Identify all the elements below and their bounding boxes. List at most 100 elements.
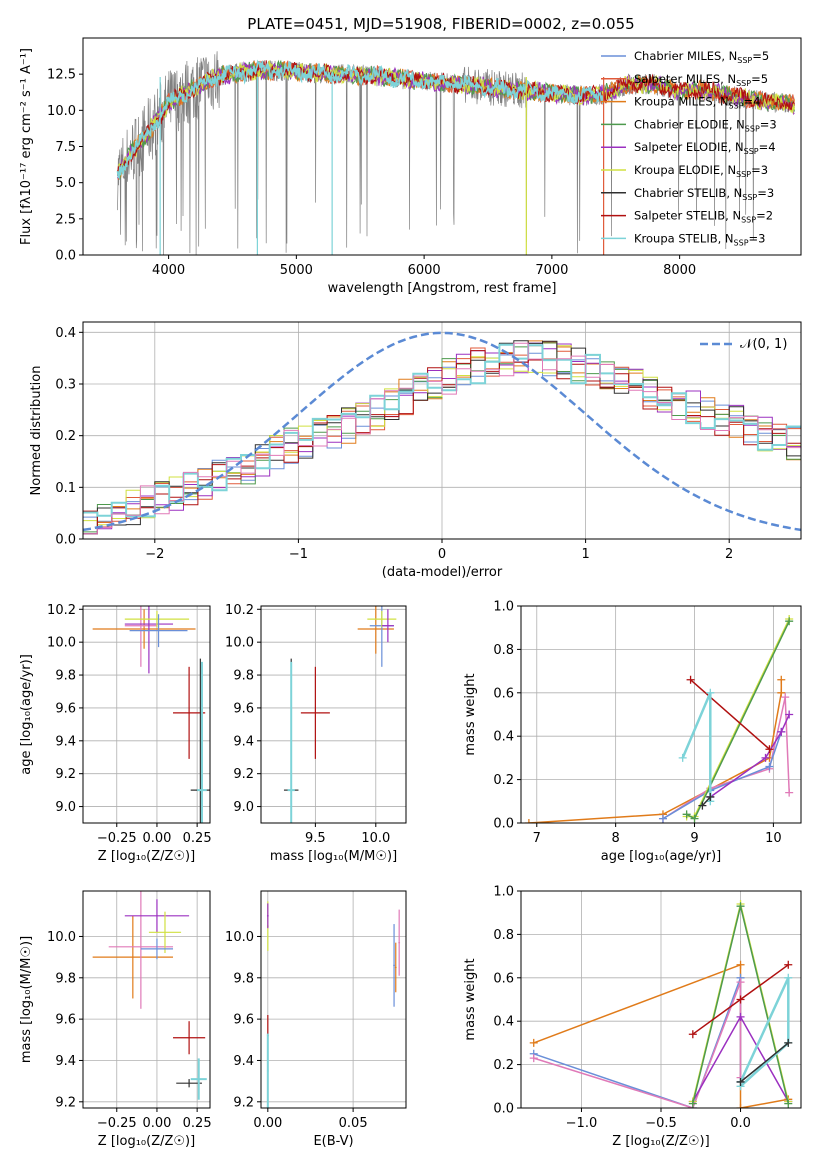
weight-line-chabrier_stelib (701, 796, 711, 807)
weight-marker (706, 688, 715, 697)
y-tick-label: 1.0 (493, 885, 514, 900)
weight-marker (765, 762, 774, 771)
age-vs-mass-panel: 9.5 10.0 9.0 9.2 9.4 9.6 9.8 10.0 10.2 mass [log₁… (225, 603, 407, 864)
x-tick-label: 0.25 (183, 831, 212, 846)
x-tick-label: 0.00 (253, 1116, 282, 1131)
y-tick-label: 10.0 (47, 104, 76, 119)
weight-line-kroupa_miles (528, 679, 783, 823)
x-tick-label: 0 (438, 547, 446, 562)
x-tick-label: 6000 (408, 263, 441, 278)
y-tick-label: 0.1 (55, 481, 76, 496)
weight-marker (736, 995, 745, 1004)
mass-vs-ebv-panel: 0.00 0.05 9.2 9.4 9.6 9.8 10.0 E(B-V) (225, 890, 407, 1149)
y-tick-label: 9.0 (55, 800, 76, 815)
weight-marker (784, 973, 793, 982)
y-tick-label: 0.8 (493, 643, 514, 658)
x-tick-label: 7000 (535, 263, 568, 278)
x-tick-label: 2 (725, 547, 733, 562)
x-axis-label: E(B-V) (313, 1134, 353, 1149)
model-spectrum-kroupa_stelib (116, 59, 604, 180)
y-tick-label: 0.6 (493, 971, 514, 986)
weight-marker (690, 814, 699, 823)
y-tick-label: 9.2 (233, 1095, 254, 1110)
x-tick-label: 10 (765, 831, 782, 846)
weight-marker (785, 788, 794, 797)
plot-frame (520, 890, 802, 1109)
weight-marker (688, 1099, 697, 1108)
y-tick-label: 0.4 (493, 730, 514, 745)
y-tick-label: 9.4 (55, 1054, 76, 1069)
weight-marker (736, 902, 745, 911)
weight-marker (784, 1038, 793, 1047)
weight-marker (736, 1104, 745, 1108)
weight-marker (529, 1038, 538, 1047)
y-tick-label: 5.0 (55, 176, 76, 191)
y-axis-label: Flux [fλ10⁻¹⁷ erg cm⁻² s⁻¹ A⁻¹] (19, 48, 34, 245)
y-tick-label: 0.8 (493, 928, 514, 943)
y-tick-label: 10.0 (47, 930, 76, 945)
normal-distribution-line (83, 331, 801, 532)
x-tick-label: 8 (612, 831, 620, 846)
y-axis-label: mass [log₁₀(M/M☉)] (19, 936, 34, 1063)
legend-subscript: SSP (736, 79, 751, 88)
spectrum-lines (116, 51, 795, 255)
legend-label: Chabrier MILES, NSSP=5 (634, 49, 769, 65)
weight-marker (777, 688, 786, 697)
x-tick-label: 0.00 (142, 1116, 171, 1131)
y-tick-label: 0.3 (55, 378, 76, 393)
legend-subscript: SSP (741, 216, 756, 225)
weight-marker (761, 753, 770, 762)
x-tick-label: 0.0 (730, 1116, 751, 1131)
x-axis-label: Z [log₁₀(Z/Z☉)] (98, 849, 195, 864)
y-tick-label: 10.2 (47, 603, 76, 618)
x-tick-label: 9 (690, 831, 698, 846)
y-tick-label: 2.5 (55, 212, 76, 227)
error-bars (283, 606, 397, 823)
y-tick-label: 9.6 (233, 701, 254, 716)
y-tick-label: 9.0 (233, 800, 254, 815)
legend-label: Chabrier STELIB, NSSP=3 (634, 186, 774, 202)
y-tick-label: 9.4 (233, 1054, 254, 1069)
plot-frame (82, 890, 211, 1109)
plot-frame (260, 605, 407, 824)
legend-tail: =3 (760, 117, 777, 131)
y-tick-label: 0.0 (55, 533, 76, 548)
y-tick-label: 9.2 (233, 767, 254, 782)
x-tick-label: 0.25 (183, 1116, 212, 1131)
x-tick-label: 1 (581, 547, 589, 562)
spectrum-panel: 4000 5000 6000 7000 8000 0.0 2.5 5.0 7.5 10.0 12.5… (19, 37, 802, 296)
legend-label: Salpeter STELIB, NSSP=2 (634, 209, 773, 225)
weight-marker (736, 1077, 745, 1086)
legend-subscript: SSP (736, 170, 751, 179)
y-tick-label: 10.2 (225, 603, 254, 618)
model-spectrum-salpeter_elodie (117, 61, 795, 179)
x-tick-label: 5000 (280, 263, 313, 278)
figure-title: PLATE=0451, MJD=51908, FIBERID=0002, z=0… (247, 15, 634, 33)
y-tick-label: 0.0 (493, 1102, 514, 1117)
y-tick-label: 0.2 (493, 773, 514, 788)
weight-marker (736, 1012, 745, 1021)
weight-line-kroupa_stelib (681, 692, 712, 802)
y-axis-label: age [log₁₀(age/yr)] (19, 654, 34, 775)
x-tick-label: 0.05 (339, 1116, 368, 1131)
legend-subscript: SSP (745, 124, 760, 133)
residual-histogram-panel: −2 −1 0 1 2 0.0 0.1 0.2 0.3 0.4 (data-model)/error… (29, 321, 802, 580)
weight-marker (688, 1030, 697, 1039)
weight-marker (678, 753, 687, 762)
weight-marker (529, 1054, 538, 1063)
legend-subscript: SSP (744, 147, 759, 156)
legend-tail: =3 (751, 163, 768, 177)
weight-marker (784, 1099, 793, 1108)
legend-label: Kroupa ELODIE, NSSP=3 (634, 163, 768, 179)
y-tick-label: 0.4 (493, 1015, 514, 1030)
weight-line-chabrier_miles (533, 977, 742, 1108)
x-axis-label: age [log₁₀(age/yr)] (601, 849, 722, 864)
y-axis-label: mass weight (463, 958, 478, 1040)
weight-marker (658, 814, 667, 823)
y-tick-label: 0.4 (55, 326, 76, 341)
x-tick-label: −1 (289, 547, 308, 562)
plot-frame (82, 321, 802, 540)
y-axis-label: mass weight (463, 673, 478, 755)
x-axis-label: Z [log₁₀(Z/Z☉)] (98, 1134, 195, 1149)
